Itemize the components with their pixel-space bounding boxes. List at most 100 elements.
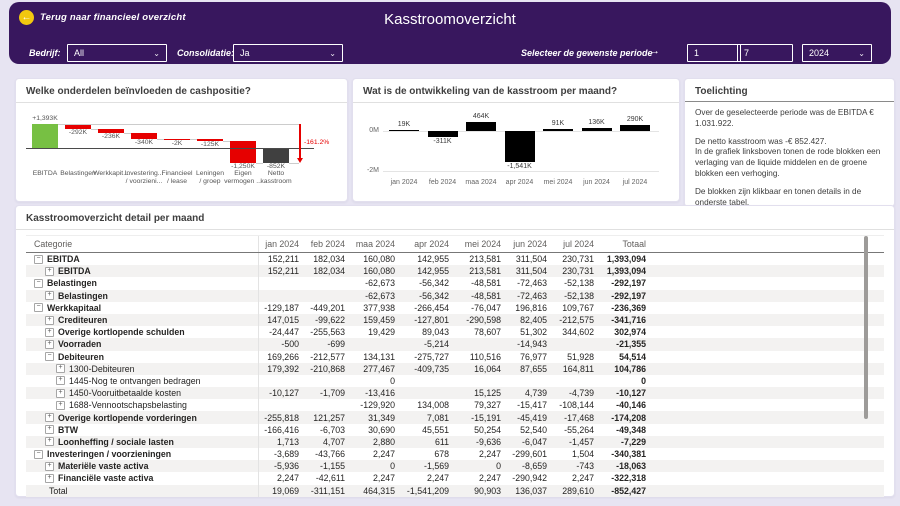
periode-end-input[interactable]: 7 (737, 44, 793, 62)
value-cell: 152,211 (258, 253, 304, 266)
expand-icon[interactable]: + (45, 266, 54, 276)
value-cell: 87,655 (520, 363, 547, 374)
toelichting-title: Toelichting (685, 79, 894, 102)
waterfall-bar-value: -852K (266, 162, 286, 170)
monthly-card-title: Wat is de ontwikkeling van de kasstroom … (353, 79, 679, 103)
row-label: Belastingen (58, 290, 108, 301)
waterfall-bar-0[interactable] (32, 123, 58, 148)
waterfall-category-label: Werkkapit... (93, 170, 129, 177)
value-cell: 160,080 (363, 266, 395, 277)
kasstroom-bar-5[interactable] (581, 128, 612, 131)
waterfall-bar-3[interactable] (131, 132, 157, 139)
row-label: Overige kortlopende vorderingen (58, 412, 197, 423)
value-cell: 169,266 (258, 350, 304, 363)
expand-icon[interactable]: + (45, 327, 54, 337)
value-cell: -9,636 (476, 436, 501, 447)
periode-end-value: 7 (744, 48, 750, 58)
expand-icon[interactable]: + (45, 425, 54, 435)
expand-icon[interactable]: + (45, 315, 54, 325)
value-cell (258, 399, 304, 412)
value-cell: 79,327 (474, 400, 501, 411)
kasstroom-bar-0[interactable] (389, 129, 419, 131)
collapse-icon[interactable]: − (34, 449, 43, 459)
kasstroom-bar-3[interactable] (504, 131, 535, 162)
value-cell: -62,673 (365, 290, 395, 301)
bedrijf-dropdown[interactable]: All ⌄ (67, 44, 167, 62)
kasstroom-bar-2[interactable] (466, 121, 496, 131)
row-label: 1450-Vooruitbetaalde kosten (69, 388, 182, 399)
back-button[interactable]: ← Terug naar financieel overzicht (19, 10, 186, 25)
value-cell: 302,974 (614, 327, 646, 338)
value-cell: -299,601 (512, 449, 547, 460)
value-cell: 54,514 (619, 351, 646, 362)
kasstroom-bar-value: -311K (433, 138, 452, 146)
periode-start-input[interactable]: 1 (687, 44, 741, 62)
waterfall-connector (124, 132, 131, 134)
value-cell: -500 (258, 338, 304, 351)
kasstroom-bar-value: 464K (472, 112, 490, 120)
toelichting-paragraph: Over de geselecteerde periode was de EBI… (695, 108, 874, 128)
collapse-icon[interactable]: − (45, 352, 54, 362)
expand-icon[interactable]: + (45, 339, 54, 349)
waterfall-category-label: Netto kasstroom (260, 170, 292, 185)
row-category-cell: +1688-Vennootschapsbelasting (26, 400, 258, 410)
collapse-icon[interactable]: − (34, 278, 43, 288)
year-dropdown[interactable]: 2024 ⌄ (802, 44, 872, 62)
toelichting-body: Over de geselecteerde periode was de EBI… (685, 102, 894, 220)
value-cell: -56,342 (419, 290, 449, 301)
consolidatie-dropdown[interactable]: Ja ⌄ (233, 44, 343, 62)
waterfall-bar-6[interactable] (230, 141, 256, 163)
x-axis-label: maa 2024 (465, 179, 497, 186)
expand-icon[interactable]: + (56, 364, 65, 374)
bedrijf-value: All (74, 48, 85, 58)
waterfall-category-label: Eigen vermogen ... (224, 170, 262, 185)
value-cell: -62,673 (365, 278, 395, 289)
value-cell: 311,504 (515, 266, 547, 277)
expand-icon[interactable]: + (56, 400, 65, 410)
column-header-apr-2024: apr 2024 (414, 239, 449, 249)
x-axis-label: mei 2024 (543, 179, 573, 186)
waterfall-bar-1[interactable] (65, 123, 91, 129)
value-cell: 678 (434, 449, 449, 460)
table-body: − EBITDA 152,211 182,034 160,080 142,955 213,5… (26, 253, 884, 497)
kasstroom-bar-1[interactable] (427, 131, 458, 138)
value-cell: 31,349 (368, 412, 395, 423)
expand-icon[interactable]: + (45, 413, 54, 423)
value-cell: -49,348 (616, 424, 646, 435)
expand-icon[interactable]: + (56, 388, 65, 398)
value-cell: -43,766 (315, 449, 345, 460)
expand-icon[interactable]: + (45, 437, 54, 447)
gridline-bottom (383, 171, 659, 172)
expand-icon[interactable]: + (56, 376, 65, 386)
row-category-cell: − Investeringen / voorzieningen (26, 449, 258, 459)
value-cell: 147,015 (258, 313, 304, 327)
expand-icon[interactable]: + (45, 473, 54, 483)
waterfall-bar-5[interactable] (197, 138, 223, 142)
row-category-cell: Total (26, 486, 258, 496)
value-cell: -42,611 (315, 473, 345, 484)
value-cell: 179,392 (258, 362, 304, 375)
value-cell: 51,302 (520, 327, 547, 338)
value-cell: 4,707 (322, 436, 345, 447)
value-cell: -255,818 (258, 411, 304, 424)
waterfall-connector (91, 128, 98, 130)
waterfall-category-label: Leningen / groep (196, 170, 224, 185)
value-cell: -99,622 (315, 315, 345, 326)
value-cell: -52,138 (564, 278, 594, 289)
row-label: Materiële vaste activa (58, 461, 149, 472)
collapse-icon[interactable]: − (34, 254, 43, 264)
year-value: 2024 (809, 48, 830, 58)
collapse-icon[interactable]: − (34, 303, 43, 313)
waterfall-bar-2[interactable] (98, 128, 124, 133)
waterfall-bar-7[interactable] (263, 148, 289, 163)
value-cell: -40,146 (616, 400, 646, 411)
waterfall-bar-4[interactable] (164, 138, 190, 141)
kasstroom-bar-4[interactable] (543, 129, 573, 131)
expand-icon[interactable]: + (45, 461, 54, 471)
expand-icon[interactable]: + (45, 291, 54, 301)
chevron-down-icon: ⌄ (153, 48, 160, 58)
value-cell: 0 (390, 461, 395, 472)
kasstroom-bar-6[interactable] (620, 125, 650, 131)
table-scrollbar[interactable] (864, 236, 868, 419)
column-header-mei-2024: mei 2024 (464, 239, 501, 249)
